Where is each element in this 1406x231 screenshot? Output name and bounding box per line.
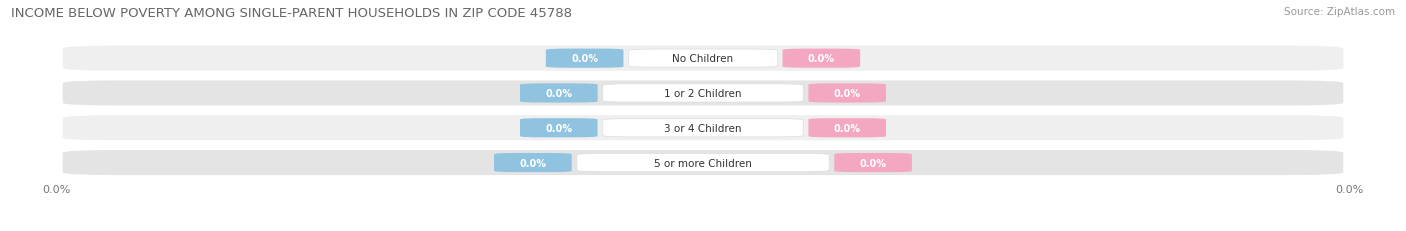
FancyBboxPatch shape (603, 119, 803, 137)
FancyBboxPatch shape (63, 150, 1343, 175)
FancyBboxPatch shape (63, 46, 1343, 71)
Text: 1 or 2 Children: 1 or 2 Children (664, 88, 742, 99)
Text: 0.0%: 0.0% (808, 54, 835, 64)
Text: 5 or more Children: 5 or more Children (654, 158, 752, 168)
FancyBboxPatch shape (520, 84, 598, 103)
FancyBboxPatch shape (783, 49, 860, 68)
Text: 0.0%: 0.0% (571, 54, 598, 64)
FancyBboxPatch shape (63, 116, 1343, 141)
FancyBboxPatch shape (576, 154, 830, 172)
Text: 0.0%: 0.0% (859, 158, 887, 168)
FancyBboxPatch shape (808, 119, 886, 138)
FancyBboxPatch shape (628, 50, 778, 68)
Text: 0.0%: 0.0% (834, 88, 860, 99)
Text: 0.0%: 0.0% (834, 123, 860, 133)
FancyBboxPatch shape (63, 81, 1343, 106)
Text: 0.0%: 0.0% (546, 88, 572, 99)
FancyBboxPatch shape (603, 85, 803, 103)
Text: No Children: No Children (672, 54, 734, 64)
Text: 0.0%: 0.0% (546, 123, 572, 133)
FancyBboxPatch shape (834, 153, 912, 172)
FancyBboxPatch shape (546, 49, 623, 68)
FancyBboxPatch shape (494, 153, 572, 172)
FancyBboxPatch shape (808, 84, 886, 103)
Text: Source: ZipAtlas.com: Source: ZipAtlas.com (1284, 7, 1395, 17)
Text: 0.0%: 0.0% (519, 158, 547, 168)
FancyBboxPatch shape (520, 119, 598, 138)
Text: 3 or 4 Children: 3 or 4 Children (664, 123, 742, 133)
Text: INCOME BELOW POVERTY AMONG SINGLE-PARENT HOUSEHOLDS IN ZIP CODE 45788: INCOME BELOW POVERTY AMONG SINGLE-PARENT… (11, 7, 572, 20)
